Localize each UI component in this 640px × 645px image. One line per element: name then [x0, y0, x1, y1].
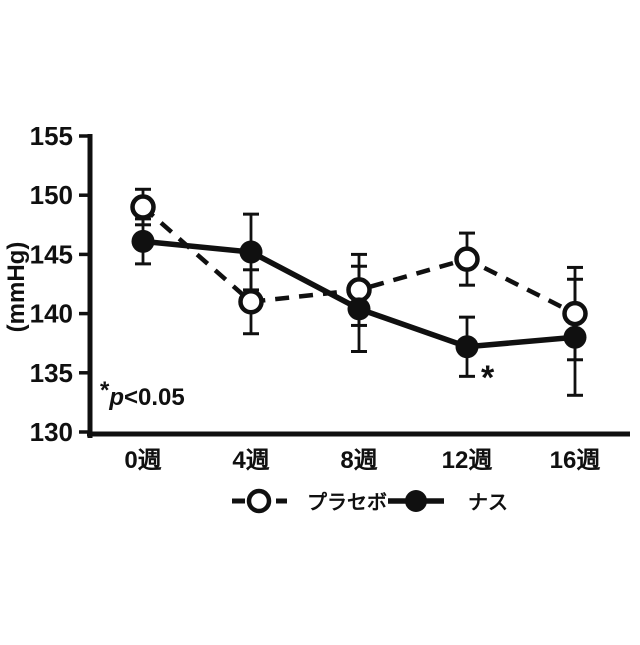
marker-open-circle-0 — [130, 194, 156, 220]
x-tick-label: 8週 — [340, 447, 377, 474]
significance-star: * — [481, 359, 495, 397]
legend-marker-open-circle — [246, 488, 272, 514]
marker-open-circle-0 — [562, 300, 588, 327]
marker-open-circle-0 — [454, 246, 480, 272]
x-tick-label: 16週 — [550, 447, 601, 474]
y-tick-label: 130 — [30, 417, 73, 447]
legend-label-1: ナス — [468, 492, 508, 514]
y-axis-title: (mmHg) — [3, 242, 30, 333]
marker-filled-circle-1 — [347, 297, 371, 321]
y-tick-label: 140 — [30, 299, 73, 329]
marker-filled-circle-1 — [563, 325, 587, 349]
significance-note: *p<0.05 — [100, 377, 185, 411]
marker-filled-circle-1 — [239, 240, 263, 264]
legend-label-0: プラセボ — [307, 491, 387, 514]
x-tick-label: 0週 — [124, 447, 161, 474]
y-tick-label: 155 — [30, 121, 73, 151]
marker-open-circle-0 — [346, 277, 372, 303]
y-tick-label: 145 — [30, 239, 73, 269]
x-tick-label: 12週 — [442, 447, 493, 474]
x-tick-label: 4週 — [232, 447, 269, 474]
legend-marker-filled-circle — [405, 490, 427, 512]
marker-filled-circle-1 — [455, 335, 479, 359]
marker-filled-circle-1 — [131, 229, 155, 253]
y-tick-label: 150 — [30, 180, 73, 210]
y-tick-label: 135 — [30, 358, 73, 388]
marker-open-circle-0 — [238, 289, 264, 315]
